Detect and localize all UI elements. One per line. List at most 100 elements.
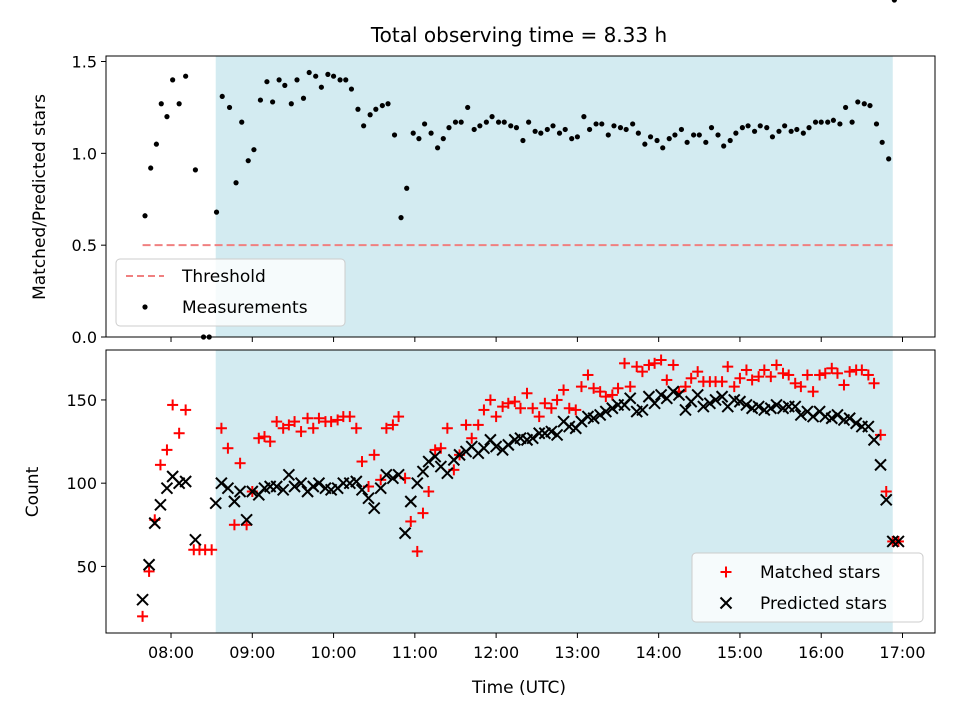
measurement-point — [398, 215, 404, 221]
predicted-star-point — [154, 498, 167, 512]
predicted-star-point — [679, 403, 692, 417]
predicted-star-point — [307, 480, 320, 493]
measurement-point — [745, 123, 751, 129]
predicted-star-point — [733, 395, 747, 408]
matched-star-point — [612, 382, 624, 394]
matched-star-point — [575, 381, 587, 393]
measurement-point — [727, 137, 733, 144]
measurement-point — [569, 136, 575, 142]
y-tick-label: 0.5 — [72, 236, 97, 255]
matched-star-point — [325, 416, 337, 428]
measurement-point — [757, 123, 763, 129]
matched-star-point — [667, 359, 679, 371]
predicted-star-point — [355, 483, 369, 497]
matched-star-point — [521, 387, 533, 399]
measurement-point — [739, 125, 745, 131]
measurement-point — [170, 77, 176, 83]
matched-star-point — [441, 422, 453, 434]
measurement-point — [361, 123, 367, 129]
x-tick-label: 11:00 — [392, 643, 438, 662]
matched-star-point — [563, 402, 575, 414]
predicted-star-point — [246, 485, 259, 498]
predicted-star-point — [148, 516, 161, 530]
predicted-star-point — [740, 398, 753, 412]
matched-star-point — [868, 377, 880, 389]
predicted-star-point — [532, 427, 546, 440]
measurement-point — [538, 130, 544, 136]
matched-star-point — [795, 381, 807, 393]
predicted-star-point — [770, 398, 783, 412]
y-tick-label: 0.0 — [72, 328, 97, 347]
matched-star-point — [771, 359, 783, 371]
measurement-point — [428, 130, 434, 136]
predicted-star-point — [276, 483, 290, 497]
predicted-star-point — [386, 471, 400, 485]
predicted-star-point — [142, 558, 156, 571]
measurement-point — [257, 97, 264, 103]
y-tick-label: 1.5 — [72, 53, 97, 72]
measurement-point — [593, 121, 599, 127]
ratio-panel: 0.0 0.5 1.0 1.5 Matched/Predicted stars Thr… — [30, 0, 936, 347]
measurement-point — [489, 114, 495, 120]
measurement-point — [513, 125, 520, 131]
predicted-star-points — [136, 385, 905, 606]
measurement-point — [348, 86, 355, 92]
matched-legend-swatch — [720, 566, 732, 578]
ratio-x-ticks — [170, 337, 903, 342]
predicted-star-point — [392, 468, 405, 482]
matched-star-point — [234, 457, 246, 469]
measurement-point — [691, 132, 697, 138]
measurement-point — [520, 137, 526, 144]
predicted-star-point — [288, 480, 301, 493]
measurement-point — [318, 84, 324, 90]
matched-star-point — [758, 364, 770, 376]
measurement-point — [708, 125, 715, 131]
measurement-point — [879, 139, 885, 145]
measurement-point — [873, 121, 880, 127]
predicted-star-point — [831, 408, 844, 422]
predicted-star-point — [789, 400, 802, 413]
predicted-star-point — [654, 388, 668, 402]
measurement-point — [288, 101, 294, 107]
predicted-star-point — [715, 390, 729, 403]
measurement-point — [886, 156, 892, 162]
measurement-point — [581, 114, 587, 120]
predicted-star-point — [849, 417, 863, 430]
measurement-point — [776, 128, 782, 134]
matched-star-point — [643, 359, 655, 371]
matched-star-point — [515, 402, 526, 414]
predicted-star-point — [294, 476, 308, 490]
measurement-point — [550, 123, 556, 129]
predicted-star-point — [416, 465, 430, 478]
measurement-point — [379, 102, 385, 109]
matched-star-point — [509, 396, 521, 408]
measurement-point — [306, 69, 312, 76]
matched-star-point — [405, 515, 417, 527]
predicted-star-point — [874, 458, 887, 472]
matched-star-point — [539, 397, 551, 409]
measurement-point — [678, 126, 685, 133]
measurement-point — [800, 130, 806, 136]
matched-star-point — [295, 426, 307, 438]
predicted-star-point — [764, 402, 778, 415]
matched-star-point — [740, 364, 752, 376]
measurement-point — [556, 130, 563, 136]
count-y-axis-label: Count — [23, 466, 43, 517]
measurement-point — [861, 101, 867, 107]
ratio-y-ticks: 0.0 0.5 1.0 1.5 — [72, 53, 106, 347]
matched-star-point — [423, 486, 435, 497]
matched-star-point — [497, 401, 509, 413]
matched-star-point — [137, 610, 149, 622]
matched-star-point — [490, 411, 502, 423]
measurement-point — [788, 128, 794, 134]
matched-star-point — [380, 422, 392, 434]
matched-star-point — [271, 416, 283, 428]
measurement-point — [611, 123, 617, 129]
matched-star-point — [283, 419, 295, 431]
threshold-legend-label: Threshold — [181, 267, 266, 287]
matched-star-point — [875, 429, 887, 441]
measurement-point — [501, 119, 507, 125]
matched-star-point — [466, 432, 478, 444]
matched-star-point — [154, 459, 166, 471]
predicted-star-point — [428, 450, 442, 463]
